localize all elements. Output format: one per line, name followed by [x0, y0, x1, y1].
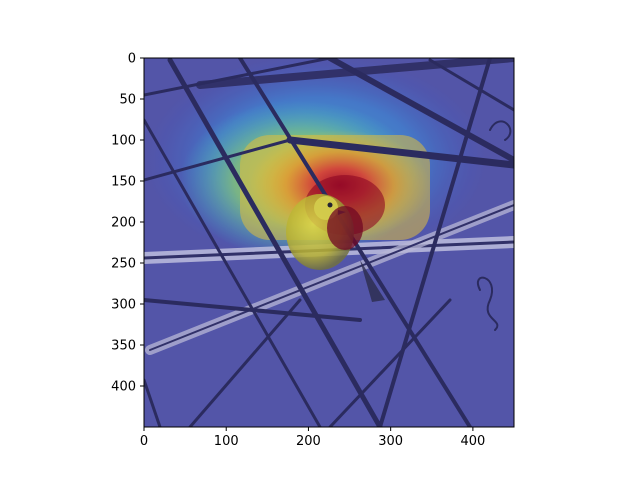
y-tick-label-3: 150 — [111, 175, 136, 190]
y-tick-label-8: 400 — [111, 380, 136, 395]
x-tick-label-2: 200 — [296, 434, 321, 449]
x-axis: 0 100 200 300 400 — [140, 427, 485, 449]
x-tick-label-3: 300 — [378, 434, 403, 449]
bird — [286, 194, 385, 302]
y-tick-label-5: 250 — [111, 257, 136, 272]
plot-frame — [143, 57, 515, 428]
y-tick-label-6: 300 — [111, 298, 136, 313]
x-tick-label-0: 0 — [140, 434, 148, 449]
x-tick-label-4: 400 — [460, 434, 485, 449]
y-tick-label-4: 200 — [111, 216, 136, 231]
heatmap-image — [144, 58, 514, 427]
y-axis: 0 50 100 150 200 250 300 350 400 — [111, 52, 144, 395]
y-tick-label-7: 350 — [111, 339, 136, 354]
y-tick-label-0: 0 — [128, 52, 136, 67]
y-tick-label-1: 50 — [119, 93, 136, 108]
x-tick-label-1: 100 — [214, 434, 239, 449]
y-tick-label-2: 100 — [111, 134, 136, 149]
